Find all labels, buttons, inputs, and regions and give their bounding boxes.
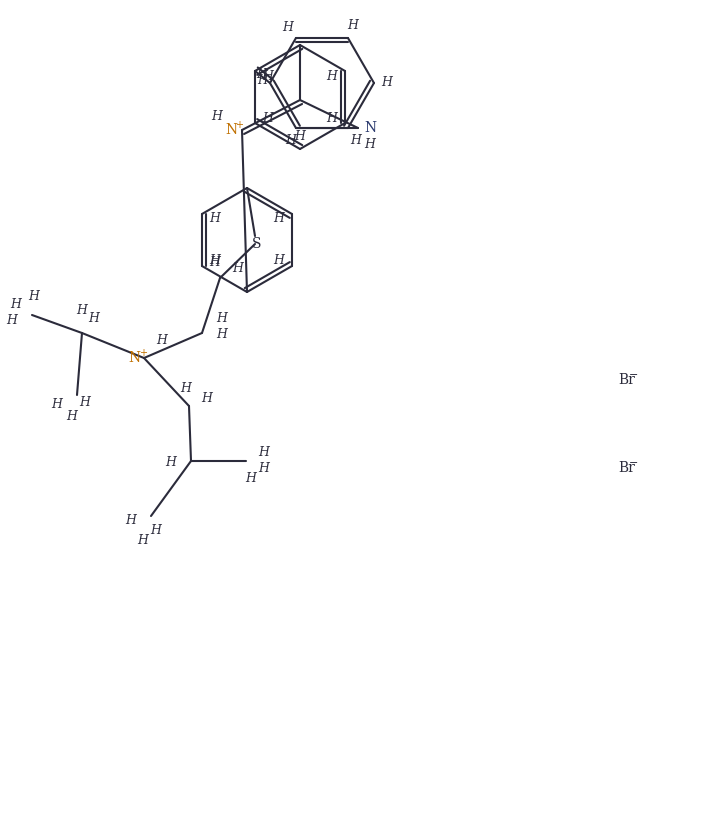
Text: H: H bbox=[166, 457, 176, 470]
Text: H: H bbox=[233, 261, 244, 274]
Text: +: + bbox=[139, 348, 147, 358]
Text: H: H bbox=[80, 396, 90, 409]
Text: H: H bbox=[273, 255, 284, 268]
Text: H: H bbox=[283, 21, 294, 34]
Text: H: H bbox=[126, 514, 137, 527]
Text: H: H bbox=[217, 313, 228, 326]
Text: H: H bbox=[212, 110, 223, 122]
Text: H: H bbox=[217, 329, 228, 342]
Text: H: H bbox=[364, 138, 375, 151]
Text: H: H bbox=[210, 256, 221, 269]
Text: H: H bbox=[150, 524, 161, 537]
Text: H: H bbox=[210, 212, 221, 225]
Text: H: H bbox=[259, 462, 270, 475]
Text: −: − bbox=[629, 458, 638, 468]
Text: H: H bbox=[286, 133, 296, 147]
Text: H: H bbox=[67, 410, 77, 423]
Text: N: N bbox=[364, 121, 376, 135]
Text: H: H bbox=[262, 112, 273, 125]
Text: H: H bbox=[77, 304, 87, 317]
Text: N: N bbox=[128, 351, 140, 365]
Text: N: N bbox=[225, 123, 237, 137]
Text: H: H bbox=[327, 112, 338, 125]
Text: H: H bbox=[11, 299, 22, 312]
Text: H: H bbox=[137, 535, 148, 548]
Text: H: H bbox=[262, 69, 273, 82]
Text: H: H bbox=[246, 472, 257, 485]
Text: +: + bbox=[235, 120, 243, 130]
Text: H: H bbox=[259, 447, 270, 459]
Text: H: H bbox=[210, 255, 221, 268]
Text: H: H bbox=[273, 212, 284, 225]
Text: H: H bbox=[157, 334, 168, 347]
Text: H: H bbox=[382, 77, 393, 90]
Text: H: H bbox=[256, 68, 266, 81]
Text: Br: Br bbox=[618, 461, 635, 475]
Text: H: H bbox=[327, 69, 338, 82]
Text: S: S bbox=[252, 237, 262, 251]
Text: H: H bbox=[7, 313, 17, 326]
Text: H: H bbox=[257, 75, 267, 87]
Text: Br: Br bbox=[618, 373, 635, 387]
Text: H: H bbox=[181, 382, 192, 395]
Text: H: H bbox=[351, 133, 362, 147]
Text: H: H bbox=[294, 129, 305, 142]
Text: H: H bbox=[348, 20, 359, 33]
Text: H: H bbox=[51, 399, 62, 412]
Text: −: − bbox=[629, 370, 638, 380]
Text: H: H bbox=[88, 313, 100, 326]
Text: H: H bbox=[202, 392, 213, 405]
Text: H: H bbox=[29, 291, 40, 304]
